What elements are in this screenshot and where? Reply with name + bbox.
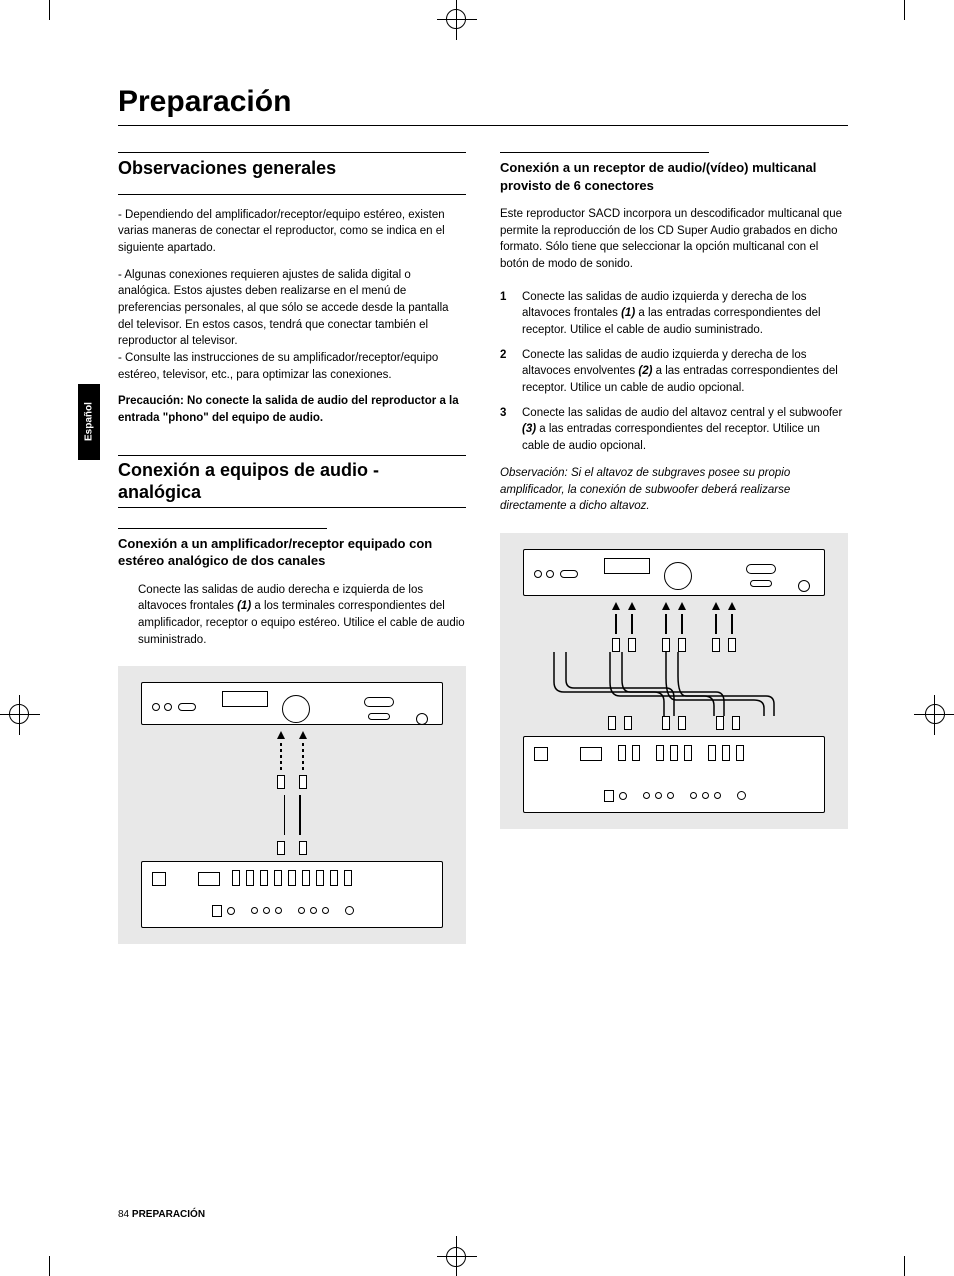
- diagram-plugs: [277, 841, 307, 855]
- registration-mark: [925, 704, 945, 724]
- subsection-heading: Conexión a un amplificador/receptor equi…: [118, 535, 466, 570]
- language-tab: Español: [78, 384, 100, 460]
- step-number: 2: [500, 347, 512, 397]
- paragraph: Conecte las salidas de audio derecha e i…: [118, 582, 466, 649]
- paragraph: Este reproductor SACD incorpora un desco…: [500, 206, 848, 273]
- diagram-bottom-plugs: [608, 716, 740, 730]
- rule: [118, 528, 327, 529]
- text: Conecte las salidas de audio del altavoz…: [522, 407, 842, 419]
- paragraph: - Dependiendo del amplificador/receptor/…: [118, 207, 466, 257]
- connection-diagram-stereo: [118, 666, 466, 944]
- content-area: Preparación Observaciones generales - De…: [118, 85, 848, 944]
- page-number: 84: [118, 1209, 129, 1220]
- diagram-cable-routing: [524, 652, 824, 716]
- list-item: 2 Conecte las salidas de audio izquierda…: [500, 347, 848, 397]
- section-heading-observaciones: Observaciones generales: [118, 152, 466, 180]
- page-title: Preparación: [118, 85, 848, 126]
- list-item: 1 Conecte las salidas de audio izquierda…: [500, 289, 848, 339]
- diagram-player: [141, 861, 443, 929]
- registration-mark: [446, 9, 466, 29]
- crop-mark: [904, 0, 905, 20]
- diagram-arrows: [277, 731, 307, 789]
- two-column-layout: Observaciones generales - Dependiendo de…: [118, 152, 848, 944]
- registration-mark: [9, 704, 29, 724]
- reference-number: (1): [237, 600, 251, 612]
- step-number: 3: [500, 405, 512, 455]
- step-number: 1: [500, 289, 512, 339]
- paragraph: - Consulte las instrucciones de su ampli…: [118, 350, 466, 383]
- rule: [118, 194, 466, 195]
- diagram-cables: [284, 795, 301, 835]
- connection-diagram-multichannel: [500, 533, 848, 829]
- diagram-cable-groups: [612, 602, 736, 652]
- crop-mark: [49, 1256, 50, 1276]
- diagram-receiver: [141, 682, 443, 724]
- note-text: Observación: Si el altavoz de subgraves …: [500, 465, 848, 515]
- step-text: Conecte las salidas de audio izquierda y…: [522, 289, 848, 339]
- page-footer: 84 PREPARACIÓN: [118, 1209, 205, 1220]
- reference-number: (2): [638, 365, 652, 377]
- section-heading-conexion: Conexión a equipos de audio - analógica: [118, 456, 466, 508]
- caution-text: Precaución: No conecte la salida de audi…: [118, 393, 466, 426]
- crop-mark: [49, 0, 50, 20]
- reference-number: (3): [522, 423, 536, 435]
- footer-title: PREPARACIÓN: [132, 1209, 205, 1220]
- diagram-receiver: [523, 549, 825, 597]
- registration-mark: [446, 1247, 466, 1267]
- diagram-player: [523, 736, 825, 813]
- page: Español Preparación Observaciones genera…: [0, 0, 954, 1276]
- subsection-heading: Conexión a un receptor de audio/(vídeo) …: [500, 159, 848, 194]
- crop-mark: [904, 1256, 905, 1276]
- paragraph: - Algunas conexiones requieren ajustes d…: [118, 267, 466, 350]
- right-column: Conexión a un receptor de audio/(vídeo) …: [500, 152, 848, 944]
- reference-number: (1): [621, 307, 635, 319]
- step-list: 1 Conecte las salidas de audio izquierda…: [500, 289, 848, 455]
- left-column: Observaciones generales - Dependiendo de…: [118, 152, 466, 944]
- step-text: Conecte las salidas de audio del altavoz…: [522, 405, 848, 455]
- list-item: 3 Conecte las salidas de audio del altav…: [500, 405, 848, 455]
- text: a las entradas correspondientes del rece…: [522, 423, 820, 452]
- step-text: Conecte las salidas de audio izquierda y…: [522, 347, 848, 397]
- rule: [500, 152, 709, 153]
